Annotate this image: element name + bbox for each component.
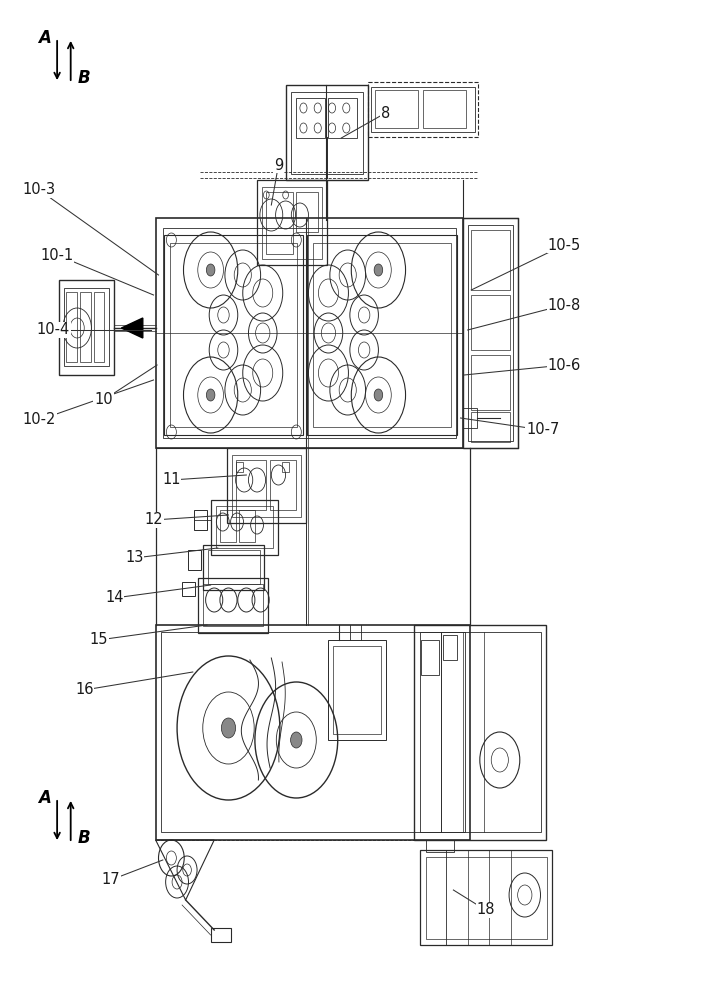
Polygon shape [121,318,143,338]
Circle shape [221,718,236,738]
Text: 10: 10 [94,392,113,408]
Bar [188,550,201,570]
Bar [170,243,297,427]
Bar [423,90,466,128]
Text: A: A [38,789,51,807]
Bar [313,243,451,427]
Bar [156,625,470,840]
Bar [163,228,456,438]
Text: 8: 8 [381,105,390,120]
Bar [161,632,465,832]
Text: 9: 9 [274,157,283,172]
Bar [203,584,263,626]
Bar [333,646,381,734]
Bar [270,460,296,510]
Text: 11: 11 [162,473,181,488]
Bar [227,448,306,523]
Bar [211,928,231,942]
Bar [239,510,255,542]
Bar [471,355,510,410]
Bar [426,840,454,852]
Bar [420,850,552,945]
Bar [414,625,546,840]
Text: A: A [38,29,51,47]
Bar [220,510,236,542]
Bar [198,578,268,633]
Bar [194,510,207,530]
Bar [164,235,303,435]
Bar [262,187,322,259]
Bar [471,412,510,442]
Bar [66,292,77,362]
Text: 10-2: 10-2 [23,412,56,428]
Circle shape [206,264,215,276]
Text: 10-1: 10-1 [41,247,74,262]
Bar [420,632,541,832]
Bar [282,462,289,472]
Bar [307,235,457,435]
Bar [296,98,325,138]
Bar [468,225,513,441]
Text: 10-8: 10-8 [548,298,580,312]
Text: 18: 18 [476,902,495,918]
Bar [426,857,547,939]
Bar [182,582,195,596]
Circle shape [374,264,383,276]
Bar [328,98,357,138]
Bar [463,218,518,448]
Text: 10-3: 10-3 [23,182,56,198]
Bar [156,218,463,448]
Circle shape [374,389,383,401]
Bar [371,87,475,132]
Bar [328,640,386,740]
Bar [94,292,104,362]
Circle shape [206,389,215,401]
Text: 10-6: 10-6 [548,358,580,372]
Text: 16: 16 [75,682,94,698]
Bar [291,92,363,174]
Bar [463,408,477,428]
Bar [232,455,301,517]
Text: 17: 17 [101,872,120,888]
Text: 13: 13 [125,550,144,566]
Bar [216,506,273,548]
Text: B: B [77,69,90,87]
Bar [64,288,109,366]
Text: 10-5: 10-5 [548,237,580,252]
Text: 14: 14 [105,590,124,605]
Bar [471,295,510,350]
Bar [375,90,418,128]
Bar [421,640,439,675]
Bar [286,85,368,180]
Text: 12: 12 [144,512,163,528]
Bar [80,292,91,362]
Bar [443,635,457,660]
Bar [59,280,114,375]
Bar [471,230,510,290]
Bar [211,500,278,555]
Text: B: B [77,829,90,847]
Bar [203,545,264,590]
Bar [368,82,478,137]
Bar [208,550,260,584]
Text: 10-4: 10-4 [37,322,70,338]
Bar [236,460,266,510]
Text: 10-7: 10-7 [526,422,559,438]
Bar [296,192,318,232]
Bar [266,192,293,254]
Bar [236,462,243,472]
Text: 15: 15 [89,633,108,648]
Bar [257,180,327,265]
Circle shape [291,732,302,748]
